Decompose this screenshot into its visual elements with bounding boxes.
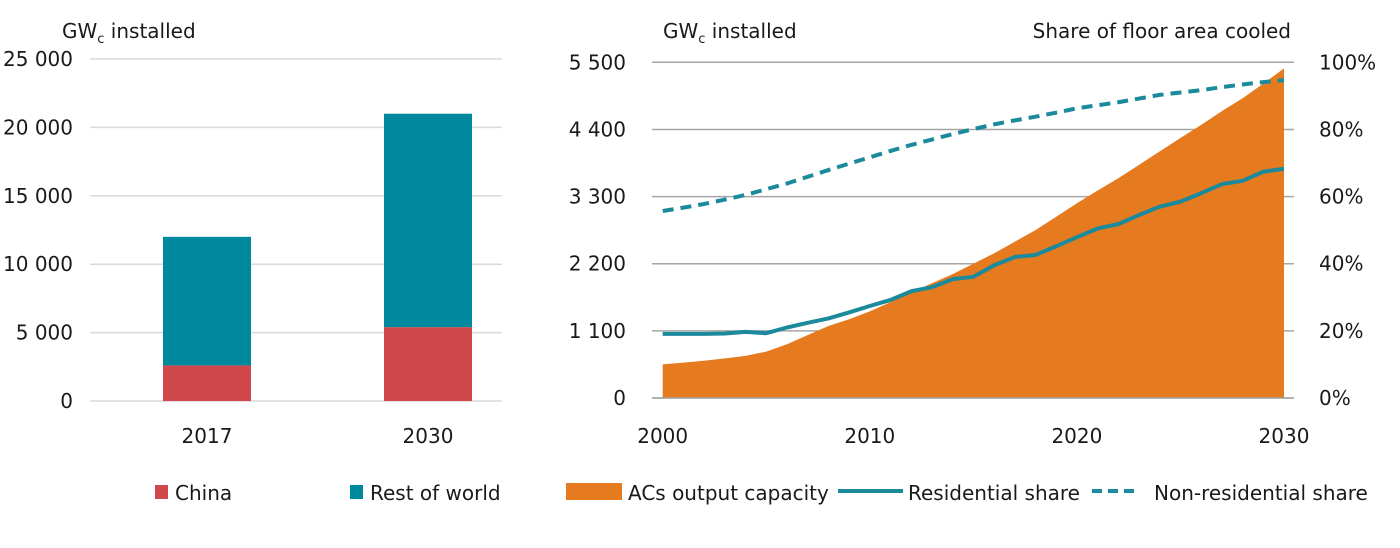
y-right-tick-label: 60% <box>1319 185 1363 209</box>
bar-2017-rest-of-world <box>163 236 251 366</box>
x-tick-label-2030: 2030 <box>403 424 454 448</box>
y-left-tick-label: 1 100 <box>569 319 626 343</box>
x-tick-label-2030: 2030 <box>1259 424 1310 448</box>
right-chart-capacity-and-share: GWc installed Share of floor area cooled… <box>569 19 1376 448</box>
legend-label-residential: Residential share <box>908 481 1080 505</box>
legend-label-rest-of-world: Rest of world <box>370 481 501 505</box>
bar-2017-china <box>163 365 251 401</box>
y-right-tick-label: 40% <box>1319 252 1363 276</box>
ac-capacity-area-group <box>652 68 1294 399</box>
x-tick-label-2017: 2017 <box>182 424 233 448</box>
y-right-tick-label: 0% <box>1319 386 1351 410</box>
y-right-tick-label: 100% <box>1319 50 1376 74</box>
right-x-tick-labels: 2000 2010 2020 2030 <box>637 424 1309 448</box>
y-tick-label: 0 <box>60 389 73 413</box>
legend-label-non-residential: Non-residential share <box>1154 481 1368 505</box>
left-chart-installed-capacity: GWc installed 0 5 000 10 000 15 000 20 000 25… <box>3 19 502 448</box>
left-y-tick-labels: 0 5 000 10 000 15 000 20 000 25 000 <box>3 47 73 413</box>
y-tick-label: 10 000 <box>3 252 73 276</box>
left-y-axis-title: GWc installed <box>62 19 196 47</box>
residential-share-line <box>662 166 1285 336</box>
bar-2030-china <box>384 327 472 401</box>
x-tick-label-2020: 2020 <box>1051 424 1102 448</box>
legend-label-china: China <box>175 481 232 505</box>
share-lines-group <box>662 78 1285 336</box>
y-left-tick-label: 4 400 <box>569 117 626 141</box>
right-right-y-tick-labels: 0% 20% 40% 60% 80% 100% <box>1319 50 1376 410</box>
y-left-tick-label: 5 500 <box>569 50 626 74</box>
left-bars <box>163 113 472 401</box>
left-x-tick-labels: 2017 2030 <box>182 424 454 448</box>
y-tick-label: 5 000 <box>16 321 73 345</box>
x-tick-label-2000: 2000 <box>637 424 688 448</box>
legend-swatch-ac-capacity <box>566 483 622 500</box>
legend-swatch-rest-of-world <box>350 485 363 499</box>
x-tick-label-2010: 2010 <box>844 424 895 448</box>
bar-2030-rest-of-world <box>384 113 472 328</box>
right-right-axis-title: Share of floor area cooled <box>1033 19 1291 43</box>
y-left-tick-label: 3 300 <box>569 185 626 209</box>
y-left-tick-label: 0 <box>613 386 626 410</box>
legend-label-ac-capacity: ACs output capacity <box>628 481 829 505</box>
y-left-tick-label: 2 200 <box>569 252 626 276</box>
left-legend: China Rest of world <box>155 481 501 505</box>
y-tick-label: 25 000 <box>3 47 73 71</box>
right-left-axis-title: GWc installed <box>663 19 797 47</box>
y-tick-label: 15 000 <box>3 184 73 208</box>
legend-swatch-china <box>155 485 168 499</box>
y-tick-label: 20 000 <box>3 115 73 139</box>
right-legend: ACs output capacity Residential share No… <box>566 481 1368 505</box>
non-residential-share-line <box>662 78 1285 213</box>
y-right-tick-label: 20% <box>1319 319 1363 343</box>
right-left-y-tick-labels: 0 1 100 2 200 3 300 4 400 5 500 <box>569 50 626 410</box>
ac-capacity-area <box>662 68 1284 399</box>
y-right-tick-label: 80% <box>1319 117 1363 141</box>
